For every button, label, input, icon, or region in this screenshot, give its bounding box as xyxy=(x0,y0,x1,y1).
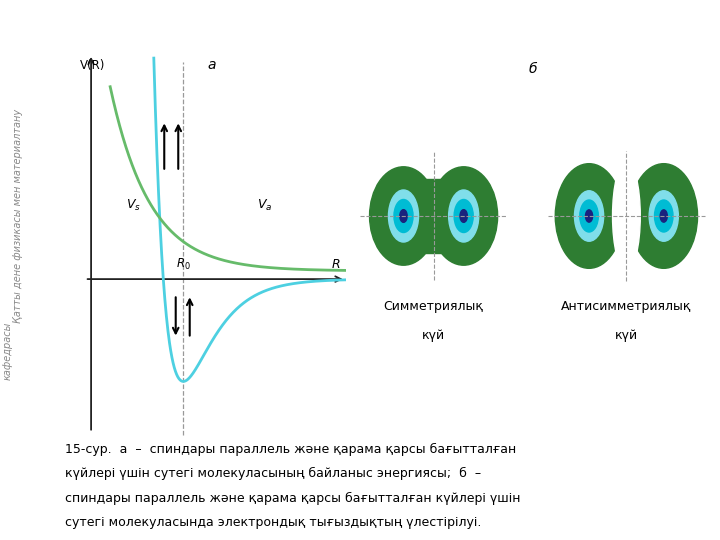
Text: күй: күй xyxy=(615,329,638,342)
Text: кафедрасы: кафедрасы xyxy=(2,322,12,380)
Ellipse shape xyxy=(630,164,698,268)
Ellipse shape xyxy=(454,199,473,233)
Ellipse shape xyxy=(660,210,667,222)
Text: б: б xyxy=(528,63,537,77)
Ellipse shape xyxy=(555,164,623,268)
Text: a: a xyxy=(208,58,216,72)
Ellipse shape xyxy=(580,200,598,232)
Ellipse shape xyxy=(394,199,413,233)
Ellipse shape xyxy=(649,191,678,241)
Ellipse shape xyxy=(369,167,438,265)
Bar xyxy=(423,179,444,253)
Ellipse shape xyxy=(430,167,498,265)
Text: Қатты дене физикасы мен материалтану: Қатты дене физикасы мен материалтану xyxy=(13,109,23,323)
Text: R: R xyxy=(332,258,341,271)
Ellipse shape xyxy=(585,210,593,222)
Ellipse shape xyxy=(460,210,467,222)
Ellipse shape xyxy=(449,190,479,242)
Text: V(R): V(R) xyxy=(80,59,105,72)
Ellipse shape xyxy=(575,191,603,241)
Ellipse shape xyxy=(654,200,673,232)
Text: $V_a$: $V_a$ xyxy=(256,198,272,213)
Ellipse shape xyxy=(613,161,640,271)
Text: Симметриялық: Симметриялық xyxy=(384,300,484,313)
Text: Антисимметриялық: Антисимметриялық xyxy=(561,300,692,313)
Text: спиндары параллель және қарама қарсы бағытталған күйлері үшін: спиндары параллель және қарама қарсы бағ… xyxy=(65,492,521,505)
Text: күй: күй xyxy=(422,329,445,342)
Ellipse shape xyxy=(400,210,408,222)
Text: $R_0$: $R_0$ xyxy=(176,257,191,272)
Text: 15-сур.  а  –  спиндары параллель және қарама қарсы бағытталған: 15-сур. а – спиндары параллель және қара… xyxy=(65,443,516,456)
Text: сутегі молекуласында электрондық тығыздықтың үлестірілуі.: сутегі молекуласында электрондық тығызды… xyxy=(65,516,481,529)
Text: $V_s$: $V_s$ xyxy=(126,198,141,213)
Text: күйлері үшін сутегі молекуласының байланыс энергиясы;  б  –: күйлері үшін сутегі молекуласының байлан… xyxy=(65,467,481,480)
Ellipse shape xyxy=(389,190,418,242)
